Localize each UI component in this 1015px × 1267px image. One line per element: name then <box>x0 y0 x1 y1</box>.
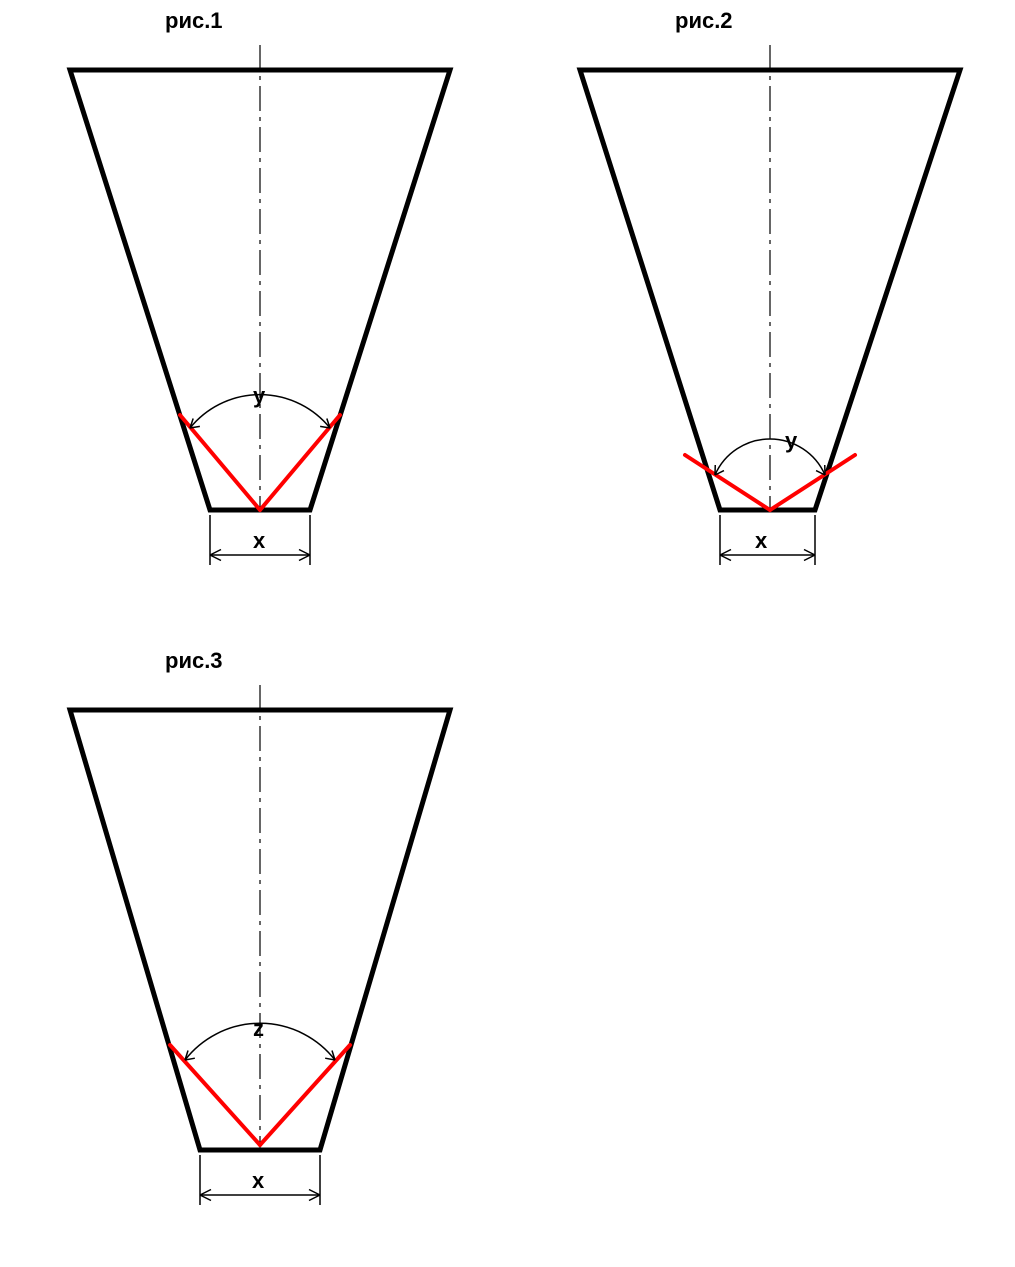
figure-1-svg <box>30 0 490 600</box>
figure-2-dim-label: x <box>755 528 767 554</box>
diagram-container: рис.1 y x рис.2 y x рис.3 z x <box>0 0 1015 1267</box>
figure-3-dim-label: x <box>252 1168 264 1194</box>
figure-2: рис.2 y x <box>540 0 1000 600</box>
figure-1: рис.1 y x <box>30 0 490 600</box>
figure-2-angle-label: y <box>785 428 797 454</box>
figure-3-svg <box>30 640 490 1240</box>
figure-3: рис.3 z x <box>30 640 490 1240</box>
figure-2-svg <box>540 0 1000 600</box>
figure-3-angle-label: z <box>253 1016 264 1042</box>
figure-1-dim-label: x <box>253 528 265 554</box>
figure-1-angle-label: y <box>253 383 265 409</box>
